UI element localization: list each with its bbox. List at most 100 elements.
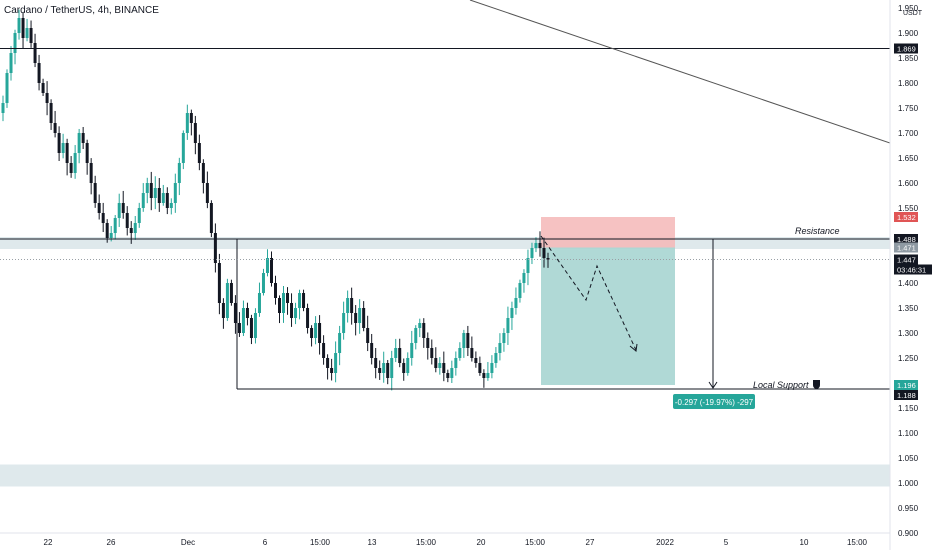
candle-body	[530, 248, 534, 258]
candle-body	[253, 313, 257, 338]
candle-body	[302, 293, 306, 308]
candle-body	[133, 223, 137, 233]
time-tick-label: 13	[368, 538, 377, 547]
price-badge-label: 1.488	[897, 235, 916, 244]
candle-body	[394, 348, 398, 358]
trendline[interactable]	[469, 0, 891, 144]
price-tick-label: 1.250	[898, 354, 919, 363]
candle-body	[534, 243, 538, 248]
candle-body	[1, 103, 5, 113]
candle-body	[125, 213, 129, 228]
candle-body	[382, 363, 386, 373]
candle-body	[109, 233, 113, 238]
candle-body	[294, 308, 298, 318]
candle-body	[197, 143, 201, 163]
candle-body	[506, 318, 510, 333]
candle-body	[69, 163, 73, 173]
candle-body	[318, 323, 322, 343]
candle-body	[378, 368, 382, 373]
candle-body	[229, 283, 233, 303]
projected-arrowhead	[629, 343, 638, 352]
price-badge	[894, 234, 918, 244]
price-tick-label: 0.900	[898, 529, 919, 538]
candle-body	[33, 43, 37, 63]
candle-body	[354, 313, 358, 323]
measure-label-box	[673, 394, 755, 409]
measure-label: -0.297 (-19.97%) -297	[675, 398, 754, 407]
time-tick-label: 2022	[656, 538, 674, 547]
candle-body	[217, 263, 221, 303]
candle-body	[546, 258, 550, 260]
candle-body	[374, 358, 378, 368]
candle-body	[177, 163, 181, 183]
candle-body	[434, 358, 438, 368]
candle-body	[442, 363, 446, 373]
candle-body	[470, 348, 474, 358]
candle-body	[85, 143, 89, 163]
symbol-title: Cardano / TetherUS, 4h, BINANCE	[4, 5, 159, 16]
measure-arrowhead	[708, 381, 718, 389]
shield-icon	[813, 380, 820, 390]
candle-body	[538, 243, 542, 248]
take-profit-zone[interactable]	[541, 247, 675, 386]
candle-body	[346, 298, 350, 313]
candle-body	[430, 348, 434, 358]
candle-body	[157, 188, 161, 203]
price-tick-label: 1.800	[898, 79, 919, 88]
price-tick-label: 1.900	[898, 29, 919, 38]
price-badge-label: 1.188	[897, 391, 916, 400]
candle-body	[57, 133, 61, 153]
price-tick-label: 1.100	[898, 429, 919, 438]
candle-body	[261, 273, 265, 293]
candle-body	[41, 83, 45, 93]
candle-body	[498, 343, 502, 353]
price-badge-label: 1.869	[897, 45, 916, 54]
candle-body	[334, 353, 338, 373]
candle-body	[358, 308, 362, 323]
candle-body	[462, 333, 466, 348]
price-badge	[894, 212, 918, 222]
candle-body	[17, 18, 21, 33]
candle-body	[209, 203, 213, 233]
candle-body	[245, 308, 249, 318]
candle-body	[241, 308, 245, 333]
candle-body	[494, 353, 498, 363]
candle-body	[37, 63, 41, 83]
price-badge-label: 1.196	[897, 381, 916, 390]
stop-loss-zone[interactable]	[541, 217, 675, 248]
candle-body	[466, 333, 470, 348]
candle-body	[21, 18, 25, 38]
resistance-label: Resistance	[795, 226, 840, 236]
candle-body	[9, 53, 13, 73]
time-tick-label: 10	[800, 538, 809, 547]
candle-body	[145, 183, 149, 193]
time-tick-label: Dec	[181, 538, 195, 547]
time-tick-label: 15:00	[847, 538, 868, 547]
candle-body	[149, 183, 153, 198]
candle-body	[249, 318, 253, 338]
candle-body	[366, 328, 370, 343]
candle-body	[306, 308, 310, 328]
candle-body	[522, 273, 526, 283]
time-tick-label: 6	[263, 538, 268, 547]
price-tick-label: 1.000	[898, 479, 919, 488]
candle-body	[101, 213, 105, 223]
price-tick-label: 1.700	[898, 129, 919, 138]
candle-body	[117, 203, 121, 218]
price-tick-label: 0.950	[898, 504, 919, 513]
candle-body	[233, 303, 237, 323]
candle-body	[257, 293, 261, 313]
price-tick-label: 1.750	[898, 104, 919, 113]
candle-body	[342, 313, 346, 333]
time-tick-label: 27	[586, 538, 595, 547]
candle-body	[73, 153, 77, 173]
time-tick-label: 22	[44, 538, 53, 547]
candle-body	[518, 283, 522, 298]
candle-body	[173, 183, 177, 203]
candle-body	[542, 248, 546, 258]
price-tick-label: 1.600	[898, 179, 919, 188]
candle-body	[93, 183, 97, 203]
candle-body	[265, 258, 269, 273]
